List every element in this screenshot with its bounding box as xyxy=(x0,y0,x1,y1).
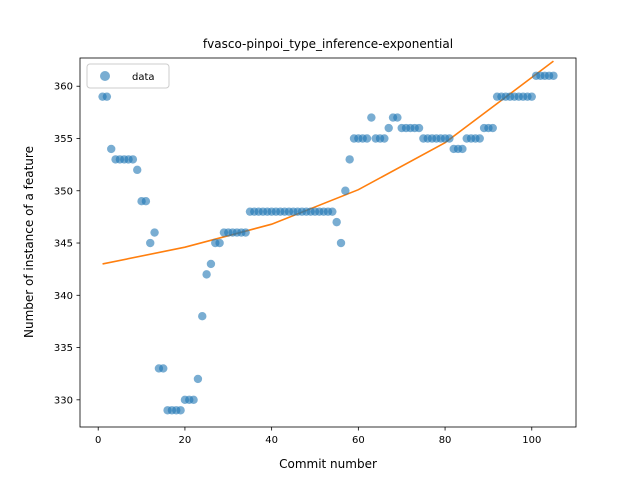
plot-frame xyxy=(79,57,577,428)
x-tick-label: 20 xyxy=(179,435,192,446)
x-tick-label: 0 xyxy=(95,435,101,446)
y-tick-label: 340 xyxy=(54,291,73,302)
y-tick-label: 355 xyxy=(54,134,73,145)
data-point xyxy=(241,228,250,237)
data-point xyxy=(384,123,393,133)
x-axis-title: Commit number xyxy=(279,457,377,471)
data-point xyxy=(141,197,151,206)
data-point xyxy=(549,71,558,80)
data-point xyxy=(215,238,224,248)
data-point xyxy=(367,113,376,122)
data-point xyxy=(102,92,112,101)
data-point xyxy=(176,406,185,415)
data-point xyxy=(198,312,207,321)
data-point xyxy=(332,217,341,227)
data-point xyxy=(336,238,346,248)
axes: 0 20 40 60 80 100 330 335 340 345 350 355 360 xyxy=(54,57,577,446)
data-point xyxy=(146,238,155,248)
x-tick-label: 60 xyxy=(352,435,365,446)
legend: data xyxy=(86,63,170,89)
data-point xyxy=(488,123,497,133)
y-tick-label: 330 xyxy=(54,395,73,406)
data-point xyxy=(193,374,203,384)
fit-curve xyxy=(102,60,554,265)
data-point xyxy=(458,144,467,154)
data-point xyxy=(445,134,454,143)
y-tick-label: 335 xyxy=(54,343,73,354)
y-tick-label: 350 xyxy=(54,186,73,197)
x-tick-label: 40 xyxy=(265,435,278,446)
data-point xyxy=(341,186,350,195)
data-point xyxy=(475,134,484,143)
data-point xyxy=(393,113,402,122)
chart-title: fvasco-pinpoi_type_inference-exponential xyxy=(203,37,453,51)
data-point xyxy=(414,123,424,133)
data-point xyxy=(345,155,354,164)
data-point xyxy=(202,270,211,279)
y-tick-label: 345 xyxy=(54,239,73,250)
data-point xyxy=(380,134,389,143)
data-point xyxy=(159,364,168,373)
x-tick-label: 80 xyxy=(439,435,452,446)
legend-marker-data xyxy=(100,71,110,81)
data-point xyxy=(362,134,372,143)
fit-layer xyxy=(102,60,554,265)
x-tick-label: 100 xyxy=(522,435,541,446)
data-point xyxy=(328,207,337,216)
data-point xyxy=(527,92,536,101)
data-points xyxy=(98,71,558,415)
y-tick-label: 360 xyxy=(54,82,73,93)
legend-label-data: data xyxy=(132,72,155,83)
legend-box xyxy=(86,63,170,89)
y-axis-title: Number of instance of a feature xyxy=(22,146,36,338)
data-point xyxy=(150,228,159,237)
data-point xyxy=(107,144,116,154)
data-point xyxy=(189,395,198,405)
data-point xyxy=(206,259,216,269)
data-point xyxy=(133,165,142,175)
data-point xyxy=(128,155,138,164)
